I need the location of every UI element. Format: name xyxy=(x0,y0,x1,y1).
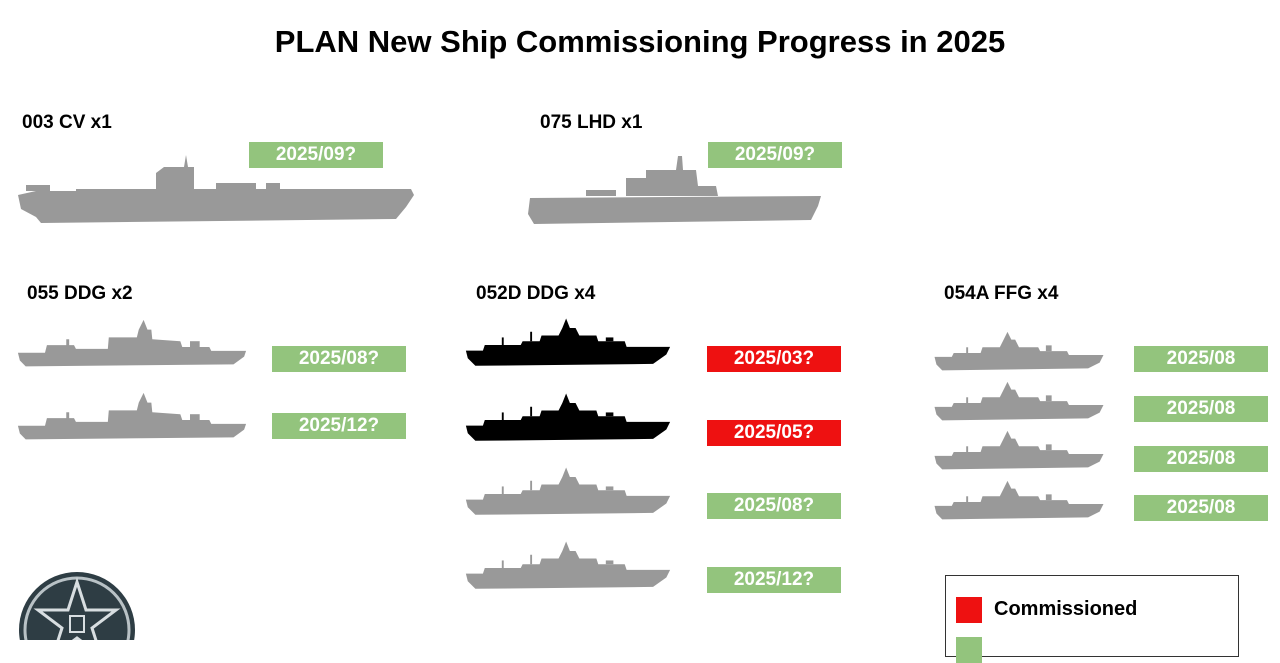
date-badge: 2025/05? xyxy=(707,420,841,446)
date-badge: 2025/08 xyxy=(1134,346,1268,372)
destroyer-silhouette xyxy=(464,465,672,523)
date-badge: 2025/09? xyxy=(708,142,842,168)
group-label-054a-ffg: 054A FFG x4 xyxy=(944,283,1059,304)
date-badge: 2025/08 xyxy=(1134,446,1268,472)
date-badge: 2025/08 xyxy=(1134,396,1268,422)
destroyer-silhouette-commissioned xyxy=(464,316,672,374)
frigate-silhouette xyxy=(932,330,1106,378)
legend-swatch-pending xyxy=(956,637,982,663)
destroyer-silhouette-commissioned xyxy=(464,391,672,449)
legend-label-commissioned: Commissioned xyxy=(994,598,1138,620)
date-badge: 2025/03? xyxy=(707,346,841,372)
destroyer-silhouette xyxy=(16,318,248,376)
destroyer-silhouette xyxy=(16,391,248,449)
date-badge: 2025/08? xyxy=(272,346,406,372)
group-label-052d-ddg: 052D DDG x4 xyxy=(476,283,596,304)
group-label-003-cv: 003 CV x1 xyxy=(22,112,112,133)
destroyer-silhouette xyxy=(464,539,672,597)
group-label-075-lhd: 075 LHD x1 xyxy=(540,112,643,133)
date-badge: 2025/12? xyxy=(272,413,406,439)
legend: Commissioned xyxy=(945,575,1239,663)
legend-swatch-commissioned xyxy=(956,597,982,623)
frigate-silhouette xyxy=(932,479,1106,527)
group-label-055-ddg: 055 DDG x2 xyxy=(27,283,133,304)
date-badge: 2025/08? xyxy=(707,493,841,519)
date-badge: 2025/12? xyxy=(707,567,841,593)
date-badge: 2025/08 xyxy=(1134,495,1268,521)
frigate-silhouette xyxy=(932,380,1106,428)
frigate-silhouette xyxy=(932,429,1106,477)
page-title: PLAN New Ship Commissioning Progress in … xyxy=(274,24,1006,59)
emblem-logo xyxy=(19,572,135,640)
date-badge: 2025/09? xyxy=(249,142,383,168)
